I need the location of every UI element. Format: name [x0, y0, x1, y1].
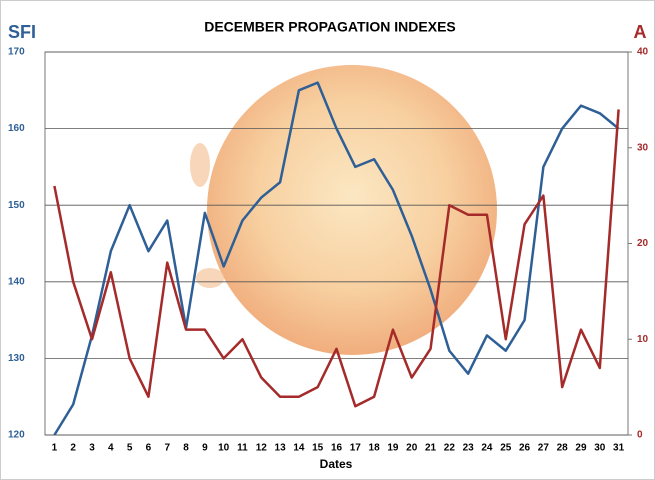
x-tick-label: 17	[350, 443, 362, 454]
y2-tick-label: 30	[637, 142, 649, 153]
y-tick-label: 160	[8, 123, 25, 134]
chart: DECEMBER PROPAGATION INDEXES SFI A Dates…	[0, 0, 655, 480]
x-tick-label: 16	[331, 443, 343, 454]
y-tick-label: 150	[8, 200, 25, 211]
x-tick-label: 7	[164, 443, 170, 454]
x-tick-label: 15	[312, 443, 324, 454]
x-tick-label: 1	[52, 443, 58, 454]
x-tick-label: 28	[557, 443, 569, 454]
x-tick-label: 31	[613, 443, 625, 454]
x-tick-label: 8	[183, 443, 189, 454]
y2-tick-label: 0	[637, 430, 643, 441]
x-tick-label: 11	[237, 443, 248, 454]
x-tick-label: 26	[519, 443, 531, 454]
x-tick-label: 27	[538, 443, 550, 454]
x-tick-label: 13	[275, 443, 287, 454]
x-tick-label: 3	[89, 443, 95, 454]
y-tick-label: 130	[8, 353, 25, 364]
x-tick-label: 10	[218, 443, 230, 454]
y2-tick-label: 20	[637, 238, 649, 249]
x-axis-title: Dates	[320, 457, 353, 471]
y2-axis-title: A	[634, 22, 647, 42]
x-tick-label: 24	[481, 443, 493, 454]
x-tick-label: 12	[256, 443, 268, 454]
sun-flare	[196, 268, 224, 288]
y2-tick-label: 40	[637, 47, 649, 58]
x-tick-label: 22	[444, 443, 456, 454]
x-tick-label: 18	[369, 443, 381, 454]
x-tick-label: 21	[425, 443, 437, 454]
x-tick-label: 20	[406, 443, 418, 454]
x-tick-label: 23	[463, 443, 475, 454]
x-tick-label: 25	[500, 443, 512, 454]
x-tick-label: 5	[127, 443, 133, 454]
x-tick-label: 4	[108, 443, 114, 454]
y2-tick-label: 10	[637, 334, 649, 345]
y-tick-label: 170	[8, 47, 25, 58]
x-tick-label: 19	[387, 443, 399, 454]
y-tick-label: 140	[8, 276, 25, 287]
x-tick-label: 14	[293, 443, 305, 454]
x-tick-label: 6	[146, 443, 152, 454]
x-tick-label: 29	[575, 443, 587, 454]
y-tick-label: 120	[8, 430, 25, 441]
x-tick-label: 2	[70, 443, 76, 454]
y-axis-title: SFI	[8, 22, 36, 42]
x-tick-label: 30	[594, 443, 606, 454]
chart-title: DECEMBER PROPAGATION INDEXES	[204, 19, 456, 35]
sun-flare	[190, 143, 210, 187]
x-tick-label: 9	[202, 443, 208, 454]
